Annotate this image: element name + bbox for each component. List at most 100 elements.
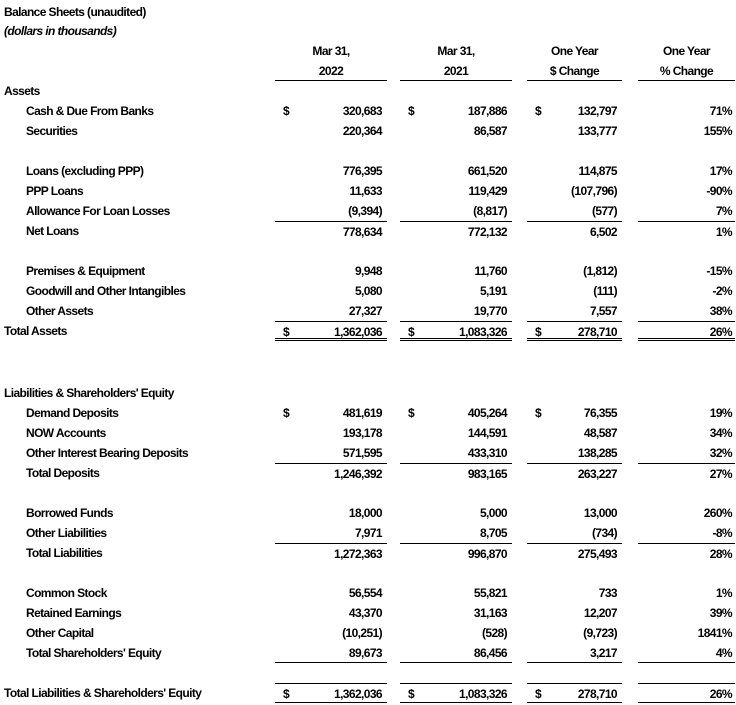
cell-value: -15% (706, 264, 732, 278)
value-pct-change: -90% (638, 181, 735, 201)
cell-value: 11,633 (349, 184, 383, 198)
row-label: NOW Accounts (26, 426, 106, 440)
cell-value: 86,587 (473, 124, 508, 138)
value-pct-change: 155% (638, 121, 735, 141)
cell-value: 1% (715, 586, 733, 600)
cell-value: 86,456 (473, 646, 508, 660)
value-pct-change: 32% (638, 443, 735, 463)
value-dollar-change: (734) (527, 523, 622, 543)
value-dollar-change: 133,777 (527, 121, 622, 141)
col-header-text: One Year (550, 44, 599, 58)
col-header-text: 2021 (443, 64, 469, 78)
value-mar-2021: 661,520 (400, 161, 512, 181)
cell-value: 278,710 (577, 687, 618, 701)
subtitle-row: (dollars in thousands) (0, 21, 736, 41)
cell-value: 155% (703, 124, 733, 138)
cell-value: 26% (709, 687, 733, 701)
col-header-text: $ Change (549, 64, 600, 78)
table-row: Retained Earnings 43,370 31,163 12,207 39% (0, 603, 736, 623)
value-dollar-change: 12,207 (527, 603, 622, 623)
value-mar-2022: 776,395 (275, 161, 387, 181)
cell-value: 27,327 (348, 304, 383, 318)
cell-value: 996,870 (467, 547, 508, 561)
cell-value: 433,310 (467, 446, 508, 460)
value-mar-2022: 11,633 (275, 181, 387, 201)
value-dollar-change: 13,000 (527, 503, 622, 523)
value-dollar-change: (1,812) (527, 261, 622, 281)
row-label: Total Liabilities (26, 546, 103, 560)
value-mar-2022: 5,080 (275, 281, 387, 301)
cell-value: 275,493 (577, 547, 618, 561)
cell-value: 9,948 (354, 264, 383, 278)
cell-value: 405,264 (467, 406, 508, 420)
value-mar-2021: 5,191 (400, 281, 512, 301)
row-label: Goodwill and Other Intangibles (26, 284, 186, 298)
cell-value: 89,673 (348, 646, 383, 660)
currency-symbol: $ (408, 325, 415, 339)
value-dollar-change: (111) (527, 281, 622, 301)
table-row: Allowance For Loan Losses (9,394) (8,817) (… (0, 201, 736, 221)
col-header-mar-2022: Mar 31, (275, 41, 387, 61)
table-row: Total Liabilities & Shareholders' Equity… (0, 683, 736, 703)
row-label: Securities (26, 124, 78, 138)
col-header-text: One Year (662, 44, 711, 58)
table-row: Premises & Equipment 9,948 11,760 (1,812) -1… (0, 261, 736, 281)
value-dollar-change: 3,217 (527, 643, 622, 663)
cell-value: 3,217 (589, 646, 618, 660)
cell-value: 1,083,326 (459, 325, 508, 339)
cell-value: 34% (709, 426, 733, 440)
cell-value: 138,285 (577, 446, 618, 460)
cell-value: (528) (481, 626, 508, 640)
cell-value: 19% (709, 406, 733, 420)
value-pct-change: 71% (638, 101, 735, 121)
value-dollar-change: 48,587 (527, 423, 622, 443)
row-label: PPP Loans (26, 184, 84, 198)
value-pct-change: 7% (638, 201, 735, 221)
value-pct-change: 260% (638, 503, 735, 523)
cell-value: (9,723) (583, 626, 617, 640)
cell-value: 6,502 (589, 225, 618, 239)
col-header-mar-2021: 2021 (400, 61, 512, 81)
row-label: Total Deposits (26, 466, 100, 480)
value-pct-change: 1% (638, 583, 735, 603)
col-header-text: Mar 31, (437, 44, 475, 58)
row-label: Total Shareholders' Equity (26, 646, 162, 660)
row-label: Common Stock (26, 586, 107, 600)
currency-symbol: $ (408, 687, 415, 701)
row-label: Loans (excluding PPP) (26, 164, 144, 178)
cell-value: 38% (709, 304, 733, 318)
value-dollar-change: 7,557 (527, 301, 622, 321)
document-title: Balance Sheets (unaudited) (4, 5, 146, 19)
currency-symbol: $ (283, 687, 290, 701)
value-mar-2022: 18,000 (275, 503, 387, 523)
value-dollar-change: $278,710 (527, 683, 622, 703)
value-mar-2022: 571,595 (275, 443, 387, 463)
value-dollar-change: 114,875 (527, 161, 622, 181)
value-mar-2022: 193,178 (275, 423, 387, 443)
row-label: Total Liabilities & Shareholders' Equity (4, 686, 202, 700)
cell-value: 1% (715, 225, 733, 239)
currency-symbol: $ (283, 104, 290, 118)
value-mar-2021: 8,705 (400, 523, 512, 543)
cell-value: 7,971 (354, 526, 383, 540)
cell-value: 320,683 (342, 104, 383, 118)
row-label: Premises & Equipment (26, 264, 145, 278)
value-dollar-change: 275,493 (527, 543, 622, 563)
table-row: NOW Accounts 193,178 144,591 48,587 34% (0, 423, 736, 443)
section-header: Assets (0, 81, 736, 101)
value-dollar-change: 138,285 (527, 443, 622, 463)
cell-value: 1841% (697, 626, 733, 640)
cell-value: 11,760 (474, 264, 508, 278)
value-dollar-change: $76,355 (527, 403, 622, 423)
value-mar-2021: (528) (400, 623, 512, 643)
cell-value: 55,821 (473, 586, 508, 600)
title-row: Balance Sheets (unaudited) (0, 2, 736, 22)
cell-value: 661,520 (467, 164, 508, 178)
row-label: Total Assets (4, 324, 67, 338)
cell-value: 776,395 (342, 164, 383, 178)
value-pct-change: -15% (638, 261, 735, 281)
table-row: Net Loans 778,634 772,132 6,502 1% (0, 221, 736, 241)
value-mar-2021: $187,886 (400, 101, 512, 121)
value-mar-2022: 43,370 (275, 603, 387, 623)
cell-value: 8,705 (479, 526, 508, 540)
